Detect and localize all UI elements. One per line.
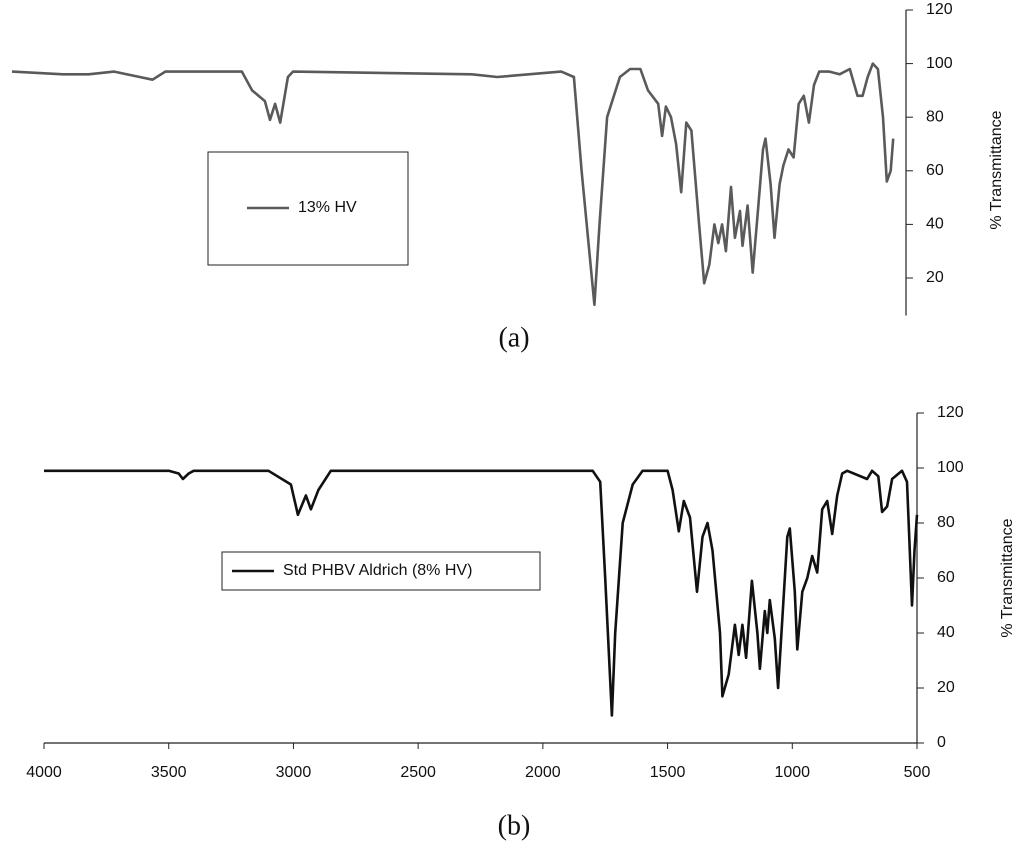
legend-box [221, 551, 541, 591]
legend-label: Std PHBV Aldrich (8% HV) [283, 562, 472, 579]
y-tick-label: 40 [926, 216, 944, 233]
y-tick-label: 40 [937, 624, 955, 641]
legend-box [207, 151, 409, 266]
x-tick-label: 4000 [26, 764, 62, 781]
y-tick-label: 20 [926, 269, 944, 286]
y-tick-label: 100 [926, 55, 953, 72]
y-tick-label: 0 [937, 734, 946, 751]
y-tick-label: 60 [926, 162, 944, 179]
x-tick-label: 2500 [400, 764, 436, 781]
y-axis-label: % Transmittance [999, 518, 1016, 637]
y-tick-label: 120 [926, 1, 953, 18]
y-tick-label: 80 [937, 514, 955, 531]
x-tick-label: 3000 [276, 764, 312, 781]
y-axis-label: % Transmittance [988, 110, 1005, 229]
x-tick-label: 3500 [151, 764, 187, 781]
y-tick-label: 60 [937, 569, 955, 586]
x-tick-label: 500 [904, 764, 931, 781]
x-tick-label: 2000 [525, 764, 561, 781]
caption: (b) [498, 810, 531, 841]
legend-label: 13% HV [298, 199, 357, 216]
y-tick-label: 120 [937, 404, 964, 421]
y-tick-label: 20 [937, 679, 955, 696]
spectrum-line [44, 469, 919, 717]
y-tick-label: 100 [937, 459, 964, 476]
spectrum-line [11, 62, 895, 307]
x-tick-label: 1500 [650, 764, 686, 781]
x-tick-label: 1000 [774, 764, 810, 781]
caption: (a) [498, 322, 529, 353]
y-tick-label: 80 [926, 108, 944, 125]
